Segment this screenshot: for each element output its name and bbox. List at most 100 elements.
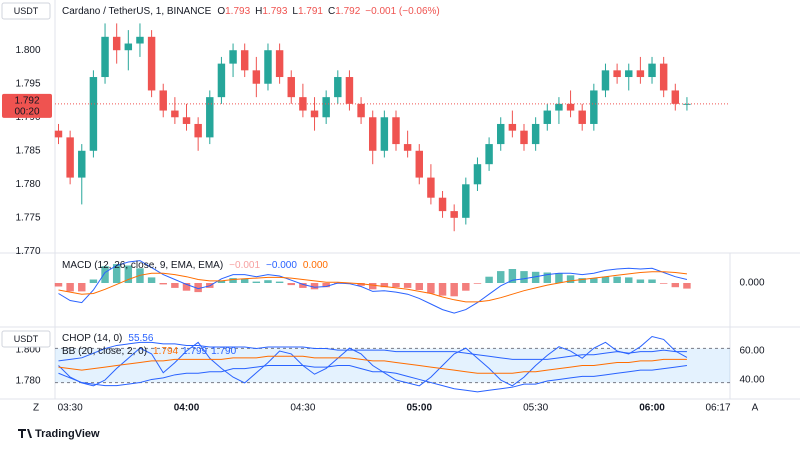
candle-body: [566, 103, 575, 111]
zoom-button[interactable]: [28, 400, 44, 416]
ohlc-label: H: [255, 6, 262, 17]
ohlc-label: C: [328, 6, 335, 17]
candle-body: [368, 117, 377, 151]
candle-body: [508, 123, 517, 131]
candle-body: [206, 97, 214, 138]
macd-histogram-bar: [171, 283, 179, 288]
bollinger-line: [58, 365, 688, 393]
candle-body: [357, 103, 365, 118]
macd-histogram-bar: [182, 283, 191, 291]
macd-histogram-bar: [322, 283, 330, 288]
candle-body: [555, 103, 563, 111]
candle-body: [590, 90, 598, 124]
bollinger-line: [58, 341, 687, 362]
candle-body: [334, 77, 342, 98]
macd-histogram-bar: [217, 280, 226, 283]
macd-tick-label: 0.000: [739, 278, 764, 289]
macd-histogram-bar: [438, 283, 447, 296]
unit-label: USDT: [14, 334, 39, 344]
candle-body: [229, 50, 237, 64]
macd-histogram-bar: [89, 279, 98, 283]
macd-histogram-bar: [264, 280, 272, 283]
time-tick-label: 04:30: [290, 403, 315, 414]
macd-histogram-bar: [159, 283, 167, 285]
unit-box: [1, 330, 51, 348]
candle-body: [392, 117, 400, 145]
chop-title: CHOP (14, 0): [62, 333, 122, 344]
time-tick-label: 04:00: [174, 403, 200, 414]
candle-body: [299, 97, 307, 111]
bollinger-line: [58, 355, 687, 374]
macd-histogram-bar: [613, 276, 621, 283]
macd-histogram-bar: [380, 283, 389, 288]
candle-body: [683, 103, 691, 105]
chop-value: 55.56: [128, 333, 153, 344]
ohlc-value: 1.793: [262, 6, 287, 17]
chop-tick-label: 60.00: [739, 346, 764, 357]
brand-logo: [18, 429, 32, 438]
macd-histogram-bar: [112, 264, 121, 283]
bb-value: 1.799: [182, 346, 207, 357]
time-tick-label: 06:17: [705, 403, 730, 414]
macd-histogram-bar: [508, 269, 517, 283]
candle-body: [601, 70, 610, 91]
unit-label: USDT: [14, 6, 39, 16]
macd-histogram-bar: [368, 283, 377, 290]
candle-body: [194, 123, 202, 138]
candle-body: [310, 110, 319, 118]
time-tick-label: 06:00: [639, 403, 665, 414]
macd-histogram-bar: [497, 271, 505, 283]
macd-histogram-bar: [299, 283, 307, 288]
ohlc-label: O: [217, 6, 225, 17]
zoom-button-label[interactable]: Z: [33, 403, 39, 414]
macd-histogram-bar: [625, 277, 633, 283]
time-tick-label: 05:00: [406, 403, 432, 414]
bb-value: 1.790: [211, 346, 236, 357]
candle-body: [427, 177, 435, 198]
legend-macd: MACD (12, 26, close, 9, EMA, EMA) −0.001−…: [62, 260, 328, 271]
candle-body: [671, 90, 680, 104]
candle-body: [520, 130, 528, 145]
macd-histogram-bar: [531, 271, 540, 283]
macd-histogram-bar: [101, 266, 109, 283]
candle-body: [182, 117, 191, 124]
macd-histogram-bar: [543, 272, 552, 283]
ohlc-value: 1.791: [298, 6, 323, 17]
price-tick-label: 1.770: [15, 246, 40, 257]
macd-histogram-bar: [240, 278, 249, 283]
bb-title: BB (20, close, 2, 0): [62, 346, 147, 357]
macd-histogram-bar: [310, 283, 319, 290]
macd-histogram-bar: [78, 283, 86, 292]
bb-value: 1.794: [153, 346, 178, 357]
candle-body: [415, 150, 423, 178]
macd-histogram-bar: [473, 283, 482, 284]
macd-histogram-bar: [601, 276, 610, 283]
bb-tick-label: 1.780: [15, 376, 40, 387]
macd-histogram-bar: [287, 283, 295, 286]
chop-tick-label: 40.00: [739, 375, 764, 386]
candle-body: [89, 77, 98, 151]
plot-layer: 03:30 04:00 04:30 05:00 05:30 06:00 06:17 1.770…: [2, 11, 765, 414]
macd-histogram-bar: [555, 273, 563, 283]
macd-line: [58, 260, 688, 314]
macd-histogram-bar: [427, 283, 435, 294]
candle-body: [264, 50, 272, 84]
price-tick-label: 1.775: [15, 212, 40, 223]
candle-body: [438, 197, 447, 212]
macd-histogram-bar: [124, 265, 133, 283]
candle-body: [403, 144, 412, 151]
candle-body: [659, 63, 668, 91]
legend-bb: BB (20, close, 2, 0) 1.794 1.799 1.790: [62, 346, 237, 357]
macd-histogram-bar: [54, 283, 63, 287]
ohlc-value: 1.792: [335, 6, 360, 17]
candle-body: [275, 50, 284, 78]
candle-body: [287, 77, 295, 98]
macd-histogram-bar: [648, 279, 656, 283]
auto-scale-label[interactable]: A: [752, 403, 759, 414]
macd-histogram-bar: [275, 281, 284, 283]
candle-body: [66, 137, 74, 178]
candle-body: [171, 110, 179, 118]
time-tick-label: 03:30: [58, 403, 83, 414]
candle-body: [322, 97, 330, 118]
auto-scale-button[interactable]: [747, 400, 763, 416]
